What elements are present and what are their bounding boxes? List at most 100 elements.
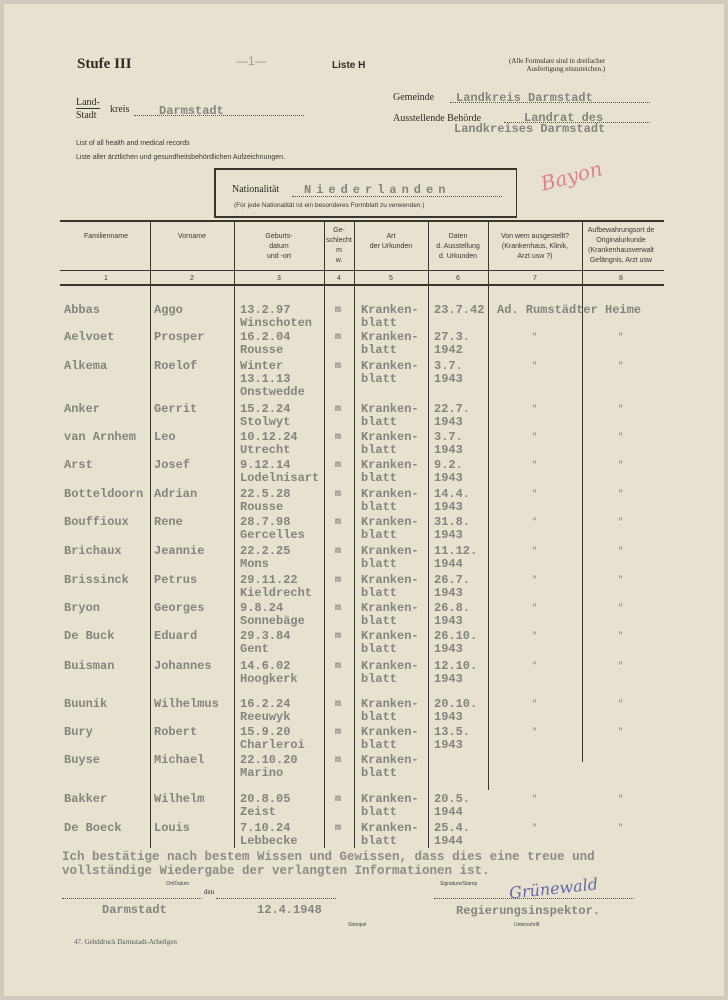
ditto-mark-storage: " <box>618 699 624 709</box>
birth-cell-line: 13.1.13 <box>240 372 291 386</box>
document-type-line: blatt <box>361 528 398 542</box>
issue-date-line: 1943 <box>434 372 463 386</box>
column-divider <box>324 222 325 848</box>
column-divider <box>428 222 429 848</box>
family-name-cell: De Buck <box>64 629 115 643</box>
nationality-value: Niederlanden <box>304 183 451 197</box>
family-name-cell: Brichaux <box>64 544 122 558</box>
family-name-cell: De Boeck <box>64 821 122 835</box>
document-page: Stufe III —1— Liste H (Alle Formulare si… <box>4 4 724 996</box>
ditto-mark-issuer: " <box>532 575 538 585</box>
document-type-line: blatt <box>361 372 398 386</box>
sex-cell: m <box>335 575 342 586</box>
issue-date-line: 3.7. <box>434 430 463 444</box>
issue-date-line: 1943 <box>434 642 463 656</box>
birth-cell-line: 28.7.98 <box>240 515 291 529</box>
issue-date-line: 23.7.42 <box>434 303 485 317</box>
sex-cell: m <box>335 755 342 766</box>
birth-cell-line: 14.6.02 <box>240 659 291 673</box>
ditto-mark-storage: " <box>618 794 624 804</box>
birth-cell-line: Stolwyt <box>240 415 291 429</box>
birth-cell-line: Gent <box>240 642 269 656</box>
document-type-line: blatt <box>361 738 398 752</box>
gemeinde-field: Landkreis Darmstadt <box>450 88 650 105</box>
birth-cell-line: Zeist <box>240 805 277 819</box>
first-name-cell: Petrus <box>154 573 198 587</box>
birth-cell-line: Lodelnisart <box>240 471 320 485</box>
first-name-cell: Leo <box>154 430 176 444</box>
birth-cell-line: Reeuwyk <box>240 710 291 724</box>
document-type-line: Kranken- <box>361 753 419 767</box>
red-handwritten-mark: Bayon <box>537 156 605 196</box>
ditto-mark-issuer: " <box>532 460 538 470</box>
family-name-cell: Alkema <box>64 359 108 373</box>
document-type-line: Kranken- <box>361 573 419 587</box>
issue-date-line: 9.2. <box>434 458 463 472</box>
document-type-line: blatt <box>361 834 398 848</box>
ditto-mark-issuer: " <box>532 699 538 709</box>
first-name-cell: Adrian <box>154 487 198 501</box>
issue-date-line: 1943 <box>434 415 463 429</box>
document-type-line: blatt <box>361 471 398 485</box>
birth-cell-line: 20.8.05 <box>240 792 291 806</box>
issue-date-line: 3.7. <box>434 359 463 373</box>
first-name-cell: Josef <box>154 458 191 472</box>
column-header: Von wem ausgestellt? (Krankenhaus, Klini… <box>500 233 570 260</box>
birth-cell-line: Hoogkerk <box>240 672 298 686</box>
nationality-box: Nationalität Niederlanden (Für jede Nati… <box>214 168 517 218</box>
gemeinde-value: Landkreis Darmstadt <box>456 91 593 105</box>
issue-date-line: 13.5. <box>434 725 471 739</box>
birth-cell-line: Rousse <box>240 500 284 514</box>
nationality-note: (Für jede Nationalität ist ein besondere… <box>234 202 425 209</box>
issue-date-line: 20.10. <box>434 697 478 711</box>
stufe-title: Stufe III <box>77 56 132 72</box>
document-type-line: blatt <box>361 672 398 686</box>
ditto-mark-storage: " <box>618 661 624 671</box>
ditto-mark-storage: " <box>618 823 624 833</box>
document-type-line: Kranken- <box>361 303 419 317</box>
document-type-line: Kranken- <box>361 515 419 529</box>
ditto-mark-issuer: " <box>532 489 538 499</box>
first-name-cell: Eduard <box>154 629 198 643</box>
kreis-field: Darmstadt <box>134 101 304 118</box>
issue-date-line: 25.4. <box>434 821 471 835</box>
ditto-mark-storage: " <box>618 517 624 527</box>
sex-cell: m <box>335 699 342 710</box>
issue-date-line: 26.8. <box>434 601 471 615</box>
ditto-mark-storage: " <box>618 460 624 470</box>
document-type-line: blatt <box>361 343 398 357</box>
document-type-line: blatt <box>361 805 398 819</box>
form-note: (Alle Formulare sind in dreifacher Ausfe… <box>509 57 605 73</box>
date-value: 12.4.1948 <box>257 903 322 917</box>
issue-date-line: 1942 <box>434 343 463 357</box>
sex-cell: m <box>335 432 342 443</box>
sex-cell: m <box>335 727 342 738</box>
birth-cell-line: 22.2.25 <box>240 544 291 558</box>
issue-date-line: 1943 <box>434 528 463 542</box>
issue-date-line: 22.7. <box>434 402 471 416</box>
ditto-mark-storage: " <box>618 361 624 371</box>
family-name-cell: Bury <box>64 725 93 739</box>
document-type-line: blatt <box>361 586 398 600</box>
gemeinde-label: Gemeinde <box>393 92 435 103</box>
sex-cell: m <box>335 361 342 372</box>
issue-date-line: 31.8. <box>434 515 471 529</box>
column-number: 5 <box>389 275 393 282</box>
family-name-cell: Aelvoet <box>64 330 115 344</box>
birth-cell-line: Winschoten <box>240 316 313 330</box>
subtitle-german: Liste aller ärztlichen und gesundheitsbe… <box>76 154 285 161</box>
stadt-label: Stadt <box>76 110 97 121</box>
document-type-line: Kranken- <box>361 430 419 444</box>
document-type-line: Kranken- <box>361 544 419 558</box>
issue-date-line: 1943 <box>434 471 463 485</box>
birth-cell-line: Kieldrecht <box>240 586 313 600</box>
birth-cell-line: Winter <box>240 359 284 373</box>
date-line <box>216 890 336 899</box>
issue-date-line: 1943 <box>434 443 463 457</box>
first-name-cell: Rene <box>154 515 183 529</box>
ort-datum-label: Ort/Datum <box>166 881 190 887</box>
sex-cell: m <box>335 460 342 471</box>
behoerde-label: Ausstellende Behörde <box>393 113 482 124</box>
sex-cell: m <box>335 631 342 642</box>
form-note-line: (Alle Formulare sind in dreifacher <box>509 57 606 65</box>
